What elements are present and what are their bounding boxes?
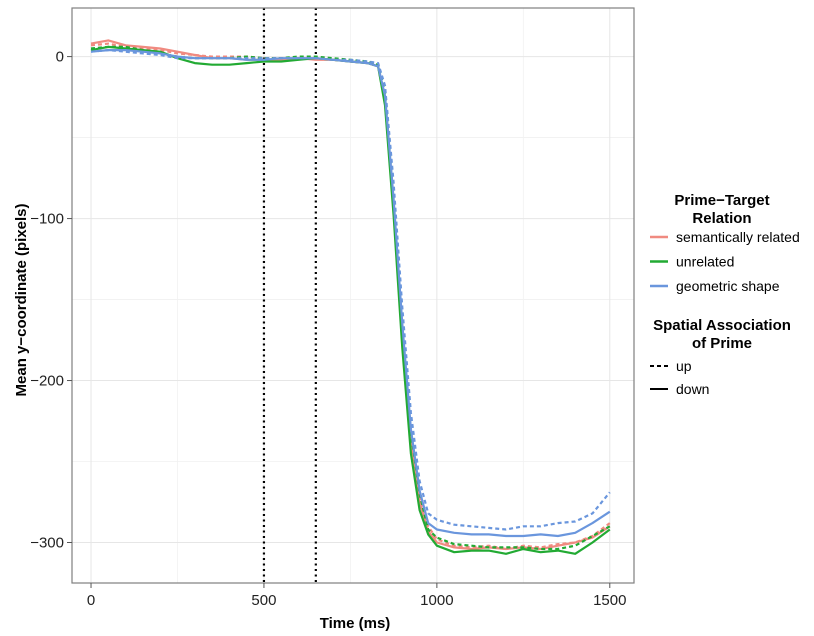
legend-title-spatial: Spatial Association xyxy=(653,317,791,334)
series-line-geometric-shape-down xyxy=(90,48,611,538)
x-tick-label: 1000 xyxy=(420,592,453,609)
plot-background xyxy=(72,8,634,583)
grid xyxy=(72,8,634,583)
legend-title-relation: Relation xyxy=(692,210,751,227)
y-tick-label: −300 xyxy=(30,535,64,552)
panel-border xyxy=(71,7,635,584)
x-tick-label: 1500 xyxy=(593,592,626,609)
y-tick-label: −200 xyxy=(30,373,64,390)
y-axis-title: Mean y−coordinate (pixels) xyxy=(13,204,30,397)
y-tick-label: 0 xyxy=(56,49,64,66)
legend-label: semantically related xyxy=(676,229,800,245)
y-tick-label: −100 xyxy=(30,211,64,228)
axes: 0 500 1000 1500 0 −100 −200 −300 xyxy=(30,49,626,609)
x-tick-label: 500 xyxy=(251,592,276,609)
legend-title-relation: Prime−Target xyxy=(674,192,769,209)
series-lines xyxy=(90,39,611,555)
x-tick-label: 0 xyxy=(87,592,95,609)
legend-title-spatial: of Prime xyxy=(692,335,752,352)
legend-label: down xyxy=(676,381,709,397)
reference-lines xyxy=(262,8,317,583)
x-axis-title: Time (ms) xyxy=(320,615,391,632)
legend-label: unrelated xyxy=(676,254,734,270)
legend-label: geometric shape xyxy=(676,278,780,294)
plot-panel xyxy=(72,8,634,583)
plot-frame xyxy=(71,7,635,584)
legend-label: up xyxy=(676,358,692,374)
